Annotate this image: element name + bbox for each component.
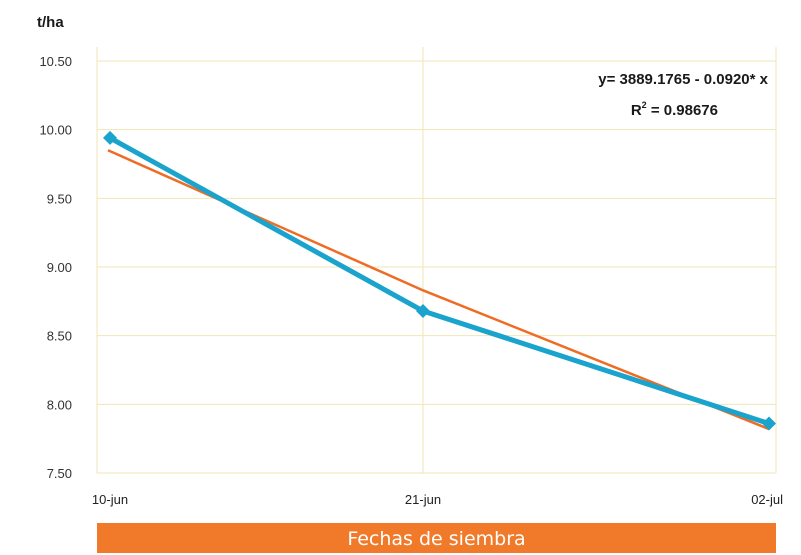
x-tick-labels: 10-jun 21-jun 02-jul (92, 492, 783, 507)
y-axis-label: t/ha (37, 14, 64, 31)
data-series (103, 130, 776, 431)
x-tick-label: 02-jul (751, 492, 783, 507)
y-tick-label: 9.50 (47, 191, 72, 206)
y-tick-label: 10.00 (39, 123, 72, 138)
y-tick-label: 8.00 (47, 397, 72, 412)
x-tick-label: 21-jun (405, 492, 441, 507)
data-point-marker (103, 130, 117, 145)
y-tick-labels: 10.50 10.00 9.50 9.00 8.50 8.00 7.50 (39, 54, 72, 481)
r-squared-label: R2 = 0.98676 (631, 100, 718, 119)
r-squared-exponent: 2 (642, 100, 647, 110)
x-tick-label: 10-jun (92, 492, 128, 507)
r-squared-prefix: R (631, 102, 642, 119)
y-tick-label: 8.50 (47, 329, 72, 344)
regression-equation: y= 3889.1765 - 0.0920* x (598, 71, 768, 88)
r-squared-value: = 0.98676 (647, 102, 718, 119)
data-point-marker (416, 303, 430, 318)
regression-annotation: y= 3889.1765 - 0.0920* x R2 = 0.98676 (598, 71, 768, 119)
y-tick-label: 9.00 (47, 260, 72, 275)
y-tick-label: 7.50 (47, 466, 72, 481)
series-line (108, 135, 770, 426)
data-point-marker (762, 416, 776, 431)
x-axis-label: Fechas de siembra (97, 523, 776, 553)
gridlines (96, 47, 777, 474)
y-tick-label: 10.50 (39, 54, 72, 69)
